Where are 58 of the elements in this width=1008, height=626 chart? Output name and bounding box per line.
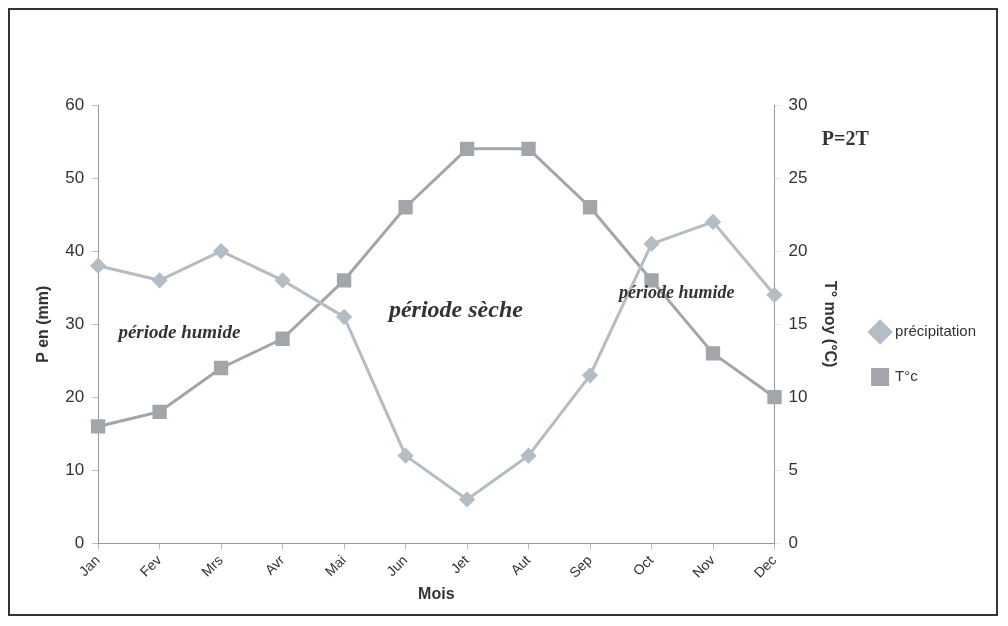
point [90, 258, 106, 274]
point [767, 287, 783, 303]
point [582, 200, 598, 215]
point [152, 272, 168, 288]
point [213, 243, 229, 259]
point [275, 331, 290, 346]
point [644, 236, 660, 252]
x-tick-label: Aut [507, 551, 534, 578]
x-tick-label: Jan [75, 551, 103, 580]
x-tick-label: Avr [261, 551, 288, 578]
y2-tick-label: 25 [788, 167, 808, 187]
x-tick-label: Mai [321, 551, 349, 580]
point [459, 491, 475, 507]
y-tick-label: 50 [65, 167, 85, 187]
text: P=2T [821, 127, 870, 150]
y2-tick-label: 0 [788, 532, 798, 552]
point [398, 448, 414, 464]
point [459, 141, 475, 156]
point [521, 448, 537, 464]
point [213, 360, 229, 376]
x-axis-title: Mois [418, 584, 455, 602]
y-tick-label: 0 [74, 532, 85, 552]
y-tick-label: 60 [65, 94, 85, 114]
annotation: période humide [116, 320, 241, 342]
point [152, 404, 167, 419]
x-tick-label: Sep [565, 551, 596, 581]
y-tick-label: 30 [65, 313, 85, 333]
legend-label: précipitation [895, 322, 977, 340]
y-axis-title: P en (mm) [34, 285, 52, 363]
point [767, 390, 782, 405]
x-tick-label: Mrs [198, 551, 226, 580]
x-tick-label: Nov [688, 551, 718, 581]
point [275, 272, 291, 288]
y2-tick-label: 5 [788, 459, 798, 479]
point [521, 141, 536, 156]
y-tick-label: 20 [65, 386, 85, 406]
point [398, 200, 413, 215]
point [336, 273, 352, 288]
point [705, 214, 721, 230]
x-tick-label: Fev [136, 551, 165, 580]
x-tick-label: Oct [629, 551, 657, 579]
y2-axis-title: T° moy (°C) [821, 280, 839, 368]
point [705, 346, 721, 361]
y-tick-label: 10 [65, 459, 85, 479]
y2-tick-label: 10 [788, 386, 808, 406]
point [336, 309, 352, 325]
y2-tick-label: 20 [788, 240, 808, 260]
y-tick-label: 40 [65, 240, 85, 260]
point [90, 419, 106, 434]
y2-tick-label: 30 [788, 94, 808, 114]
x-tick-label: Jun [383, 551, 411, 580]
legend-label: T°c [895, 367, 919, 385]
point [582, 367, 598, 383]
x-tick-label: Dec [750, 551, 780, 581]
y2-tick-label: 15 [788, 313, 808, 333]
x-tick-label: Jet [447, 551, 472, 577]
annotation: période humide [616, 282, 735, 303]
annotation: période sèche [386, 296, 524, 323]
